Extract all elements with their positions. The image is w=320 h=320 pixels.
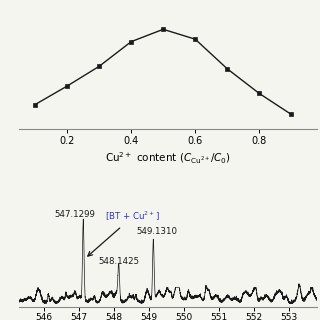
Text: [BT + Cu$^{2+}$]: [BT + Cu$^{2+}$]	[88, 210, 160, 256]
Text: 549.1310: 549.1310	[136, 227, 177, 236]
Text: 548.1425: 548.1425	[98, 257, 139, 266]
X-axis label: Cu$^{2+}$ content ($C_{\mathrm{Cu^{2+}}}/C_0$): Cu$^{2+}$ content ($C_{\mathrm{Cu^{2+}}}…	[105, 150, 231, 166]
Text: 547.1299: 547.1299	[54, 210, 95, 219]
